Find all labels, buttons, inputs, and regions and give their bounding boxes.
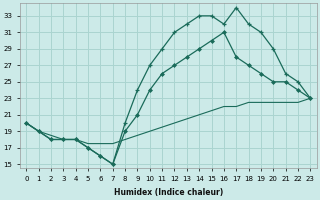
X-axis label: Humidex (Indice chaleur): Humidex (Indice chaleur) xyxy=(114,188,223,197)
